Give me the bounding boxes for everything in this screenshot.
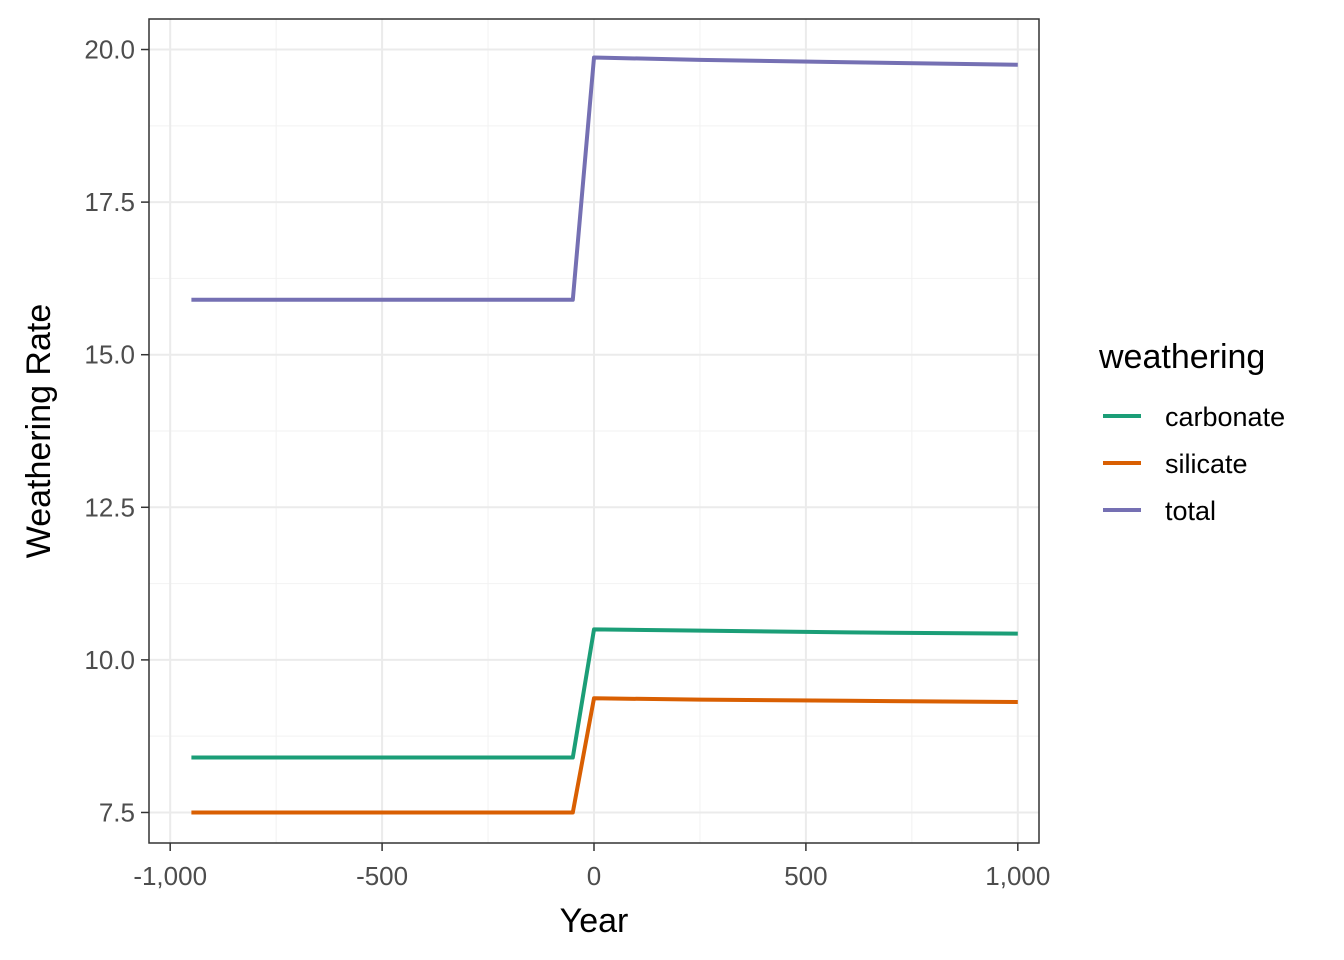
- y-tick-label: 20.0: [84, 35, 135, 65]
- legend: weathering carbonate silicate total: [1098, 338, 1285, 526]
- y-tick-label: 15.0: [84, 340, 135, 370]
- y-tick-label: 12.5: [84, 492, 135, 522]
- series-line-silicate: [191, 696, 1018, 815]
- legend-title: weathering: [1098, 338, 1265, 376]
- series-line-total: [191, 55, 1018, 302]
- x-tick-label: 500: [784, 861, 827, 891]
- legend-label-total: total: [1165, 496, 1216, 526]
- y-axis: 7.5 10.0 12.5 15.0 17.5 20.0: [84, 35, 149, 827]
- major-gridlines: [149, 19, 1039, 843]
- x-tick-label: -1,000: [133, 861, 207, 891]
- x-tick-label: -500: [356, 861, 408, 891]
- y-tick-label: 10.0: [84, 645, 135, 675]
- x-tick-label: 1,000: [985, 861, 1050, 891]
- y-tick-label: 7.5: [99, 797, 135, 827]
- legend-label-silicate: silicate: [1165, 449, 1248, 479]
- x-axis: -1,000 -500 0 500 1,000: [133, 843, 1050, 891]
- x-tick-label: 0: [587, 861, 601, 891]
- y-axis-title: Weathering Rate: [20, 304, 58, 559]
- legend-label-carbonate: carbonate: [1165, 402, 1285, 432]
- y-tick-label: 17.5: [84, 187, 135, 217]
- series-lines: [191, 55, 1018, 815]
- x-axis-title: Year: [560, 902, 629, 940]
- series-line-carbonate: [191, 627, 1018, 760]
